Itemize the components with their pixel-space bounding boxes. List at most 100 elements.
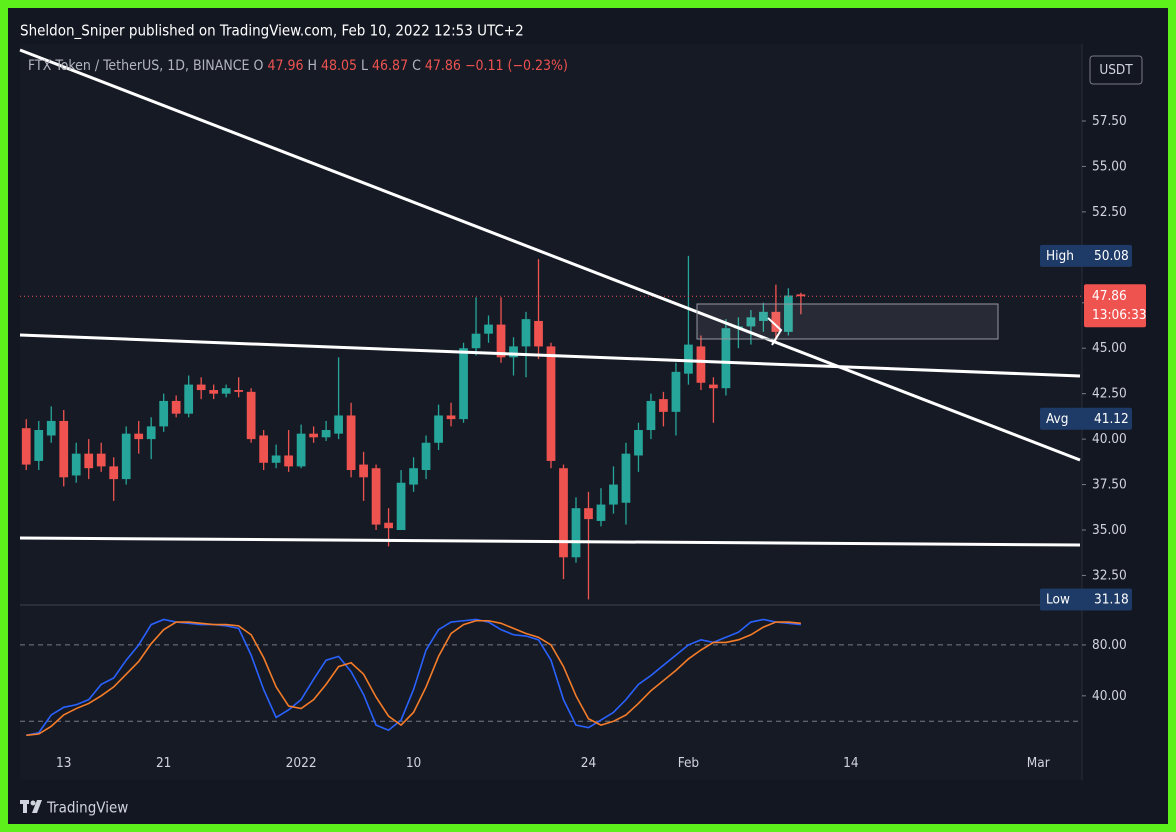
candle-body: [184, 384, 194, 414]
trend-line: [19, 48, 1081, 462]
zone-box: [696, 303, 999, 340]
candle-body: [771, 311, 781, 332]
y-tick-label: 40.00: [1092, 431, 1127, 447]
candle-body: [521, 319, 531, 347]
candle-body: [196, 384, 206, 391]
trend-line: [19, 333, 1081, 378]
candle-body: [721, 328, 731, 389]
logo-part: [32, 800, 42, 813]
candle-body: [296, 433, 306, 467]
marks: [20, 255, 1082, 737]
marker-box: [1040, 407, 1132, 430]
candle-body: [746, 317, 756, 327]
candle-body: [709, 384, 718, 389]
candle-body: [596, 504, 606, 521]
ohlc-label: H: [307, 58, 317, 74]
ohlc-label: L: [361, 58, 369, 74]
price-label: 47.86: [1092, 288, 1127, 304]
x-tick-label: 14: [843, 755, 859, 771]
candle-body: [21, 428, 31, 465]
marker-value: 31.18: [1094, 591, 1129, 607]
trend-line: [19, 536, 1081, 547]
brand-logo: [20, 800, 42, 813]
candle-body: [96, 453, 106, 467]
legend: FTX Token / TetherUS, 1D, BINANCE O 47.96…: [28, 58, 568, 74]
candle-body: [46, 420, 56, 436]
candle-body: [509, 346, 518, 358]
candle-body: [671, 371, 681, 412]
x-tick-label: 13: [56, 755, 71, 771]
x-tick-label: 24: [581, 755, 597, 771]
currency: USDT: [1099, 62, 1133, 78]
candle-body: [321, 430, 331, 438]
candle-body: [371, 468, 381, 525]
candle-body: [459, 348, 468, 420]
ohlc-value: 46.87: [372, 58, 409, 74]
candle-body: [409, 468, 418, 485]
countdown: 13:06:33: [1092, 307, 1147, 323]
candle-body: [796, 294, 806, 297]
brand: TradingView: [46, 799, 128, 817]
candle-body: [284, 455, 293, 467]
candle-body: [334, 415, 343, 434]
change: −0.11 (−0.23%): [464, 58, 568, 74]
osc-tick-label: 40.00: [1092, 688, 1127, 704]
candle-body: [34, 430, 44, 461]
candle-body: [434, 415, 443, 443]
drawings: [19, 48, 1081, 547]
marker-value: 50.08: [1094, 248, 1129, 264]
candle-body: [584, 508, 593, 520]
candle-body: [309, 433, 318, 438]
candle-body: [559, 468, 568, 558]
osc-line: [26, 618, 801, 737]
marker-box: [1040, 244, 1132, 267]
y-tick-label: 35.00: [1092, 522, 1127, 538]
candle-body: [396, 482, 406, 531]
candle-body: [234, 390, 244, 392]
candle-body: [546, 346, 556, 461]
candle-body: [84, 453, 94, 469]
candle-body: [496, 324, 506, 358]
candle-body: [571, 508, 581, 558]
logo-part: [23, 800, 27, 813]
candle-body: [446, 415, 456, 420]
candle-body: [646, 400, 656, 431]
candle-body: [471, 333, 481, 349]
candle-body: [159, 400, 169, 427]
marker-label: High: [1046, 248, 1074, 264]
y-tick-label: 32.50: [1092, 567, 1127, 583]
candle-body: [271, 455, 281, 463]
marker-box: [1040, 588, 1132, 611]
x-tick-label: Mar: [1027, 755, 1050, 771]
logo-part: [30, 800, 36, 806]
symbol: FTX Token / TetherUS, 1D, BINANCE: [28, 58, 250, 74]
candle-body: [609, 484, 618, 505]
y-tick-label: 52.50: [1092, 204, 1127, 220]
x-tick-label: Feb: [678, 755, 700, 771]
x-tick-label: 21: [156, 755, 171, 771]
publisher: Sheldon_Sniper published on TradingView.…: [20, 22, 524, 41]
y-tick-label: 42.50: [1092, 386, 1127, 402]
candle-body: [121, 433, 131, 480]
candle-body: [171, 400, 181, 414]
ohlc-label: O: [253, 58, 264, 74]
x-tick-label: 2022: [286, 755, 317, 771]
candle-body: [109, 466, 119, 480]
candle-body: [759, 311, 768, 321]
ohlc-label: C: [412, 58, 421, 74]
marker-label: Low: [1046, 591, 1070, 607]
marker-value: 41.12: [1094, 411, 1129, 427]
x-tick-label: 10: [406, 755, 421, 771]
candle-body: [359, 464, 368, 478]
candle-body: [634, 430, 643, 456]
candle-body: [696, 346, 706, 383]
candle-body: [659, 399, 668, 412]
candle-body: [221, 388, 231, 394]
candle-body: [134, 433, 144, 440]
price-label-box: [1084, 284, 1146, 328]
candle-body: [209, 390, 219, 394]
candle-body: [484, 324, 493, 334]
candle-body: [346, 415, 356, 471]
ohlc-value: 48.05: [320, 58, 358, 74]
candle-body: [421, 442, 431, 471]
